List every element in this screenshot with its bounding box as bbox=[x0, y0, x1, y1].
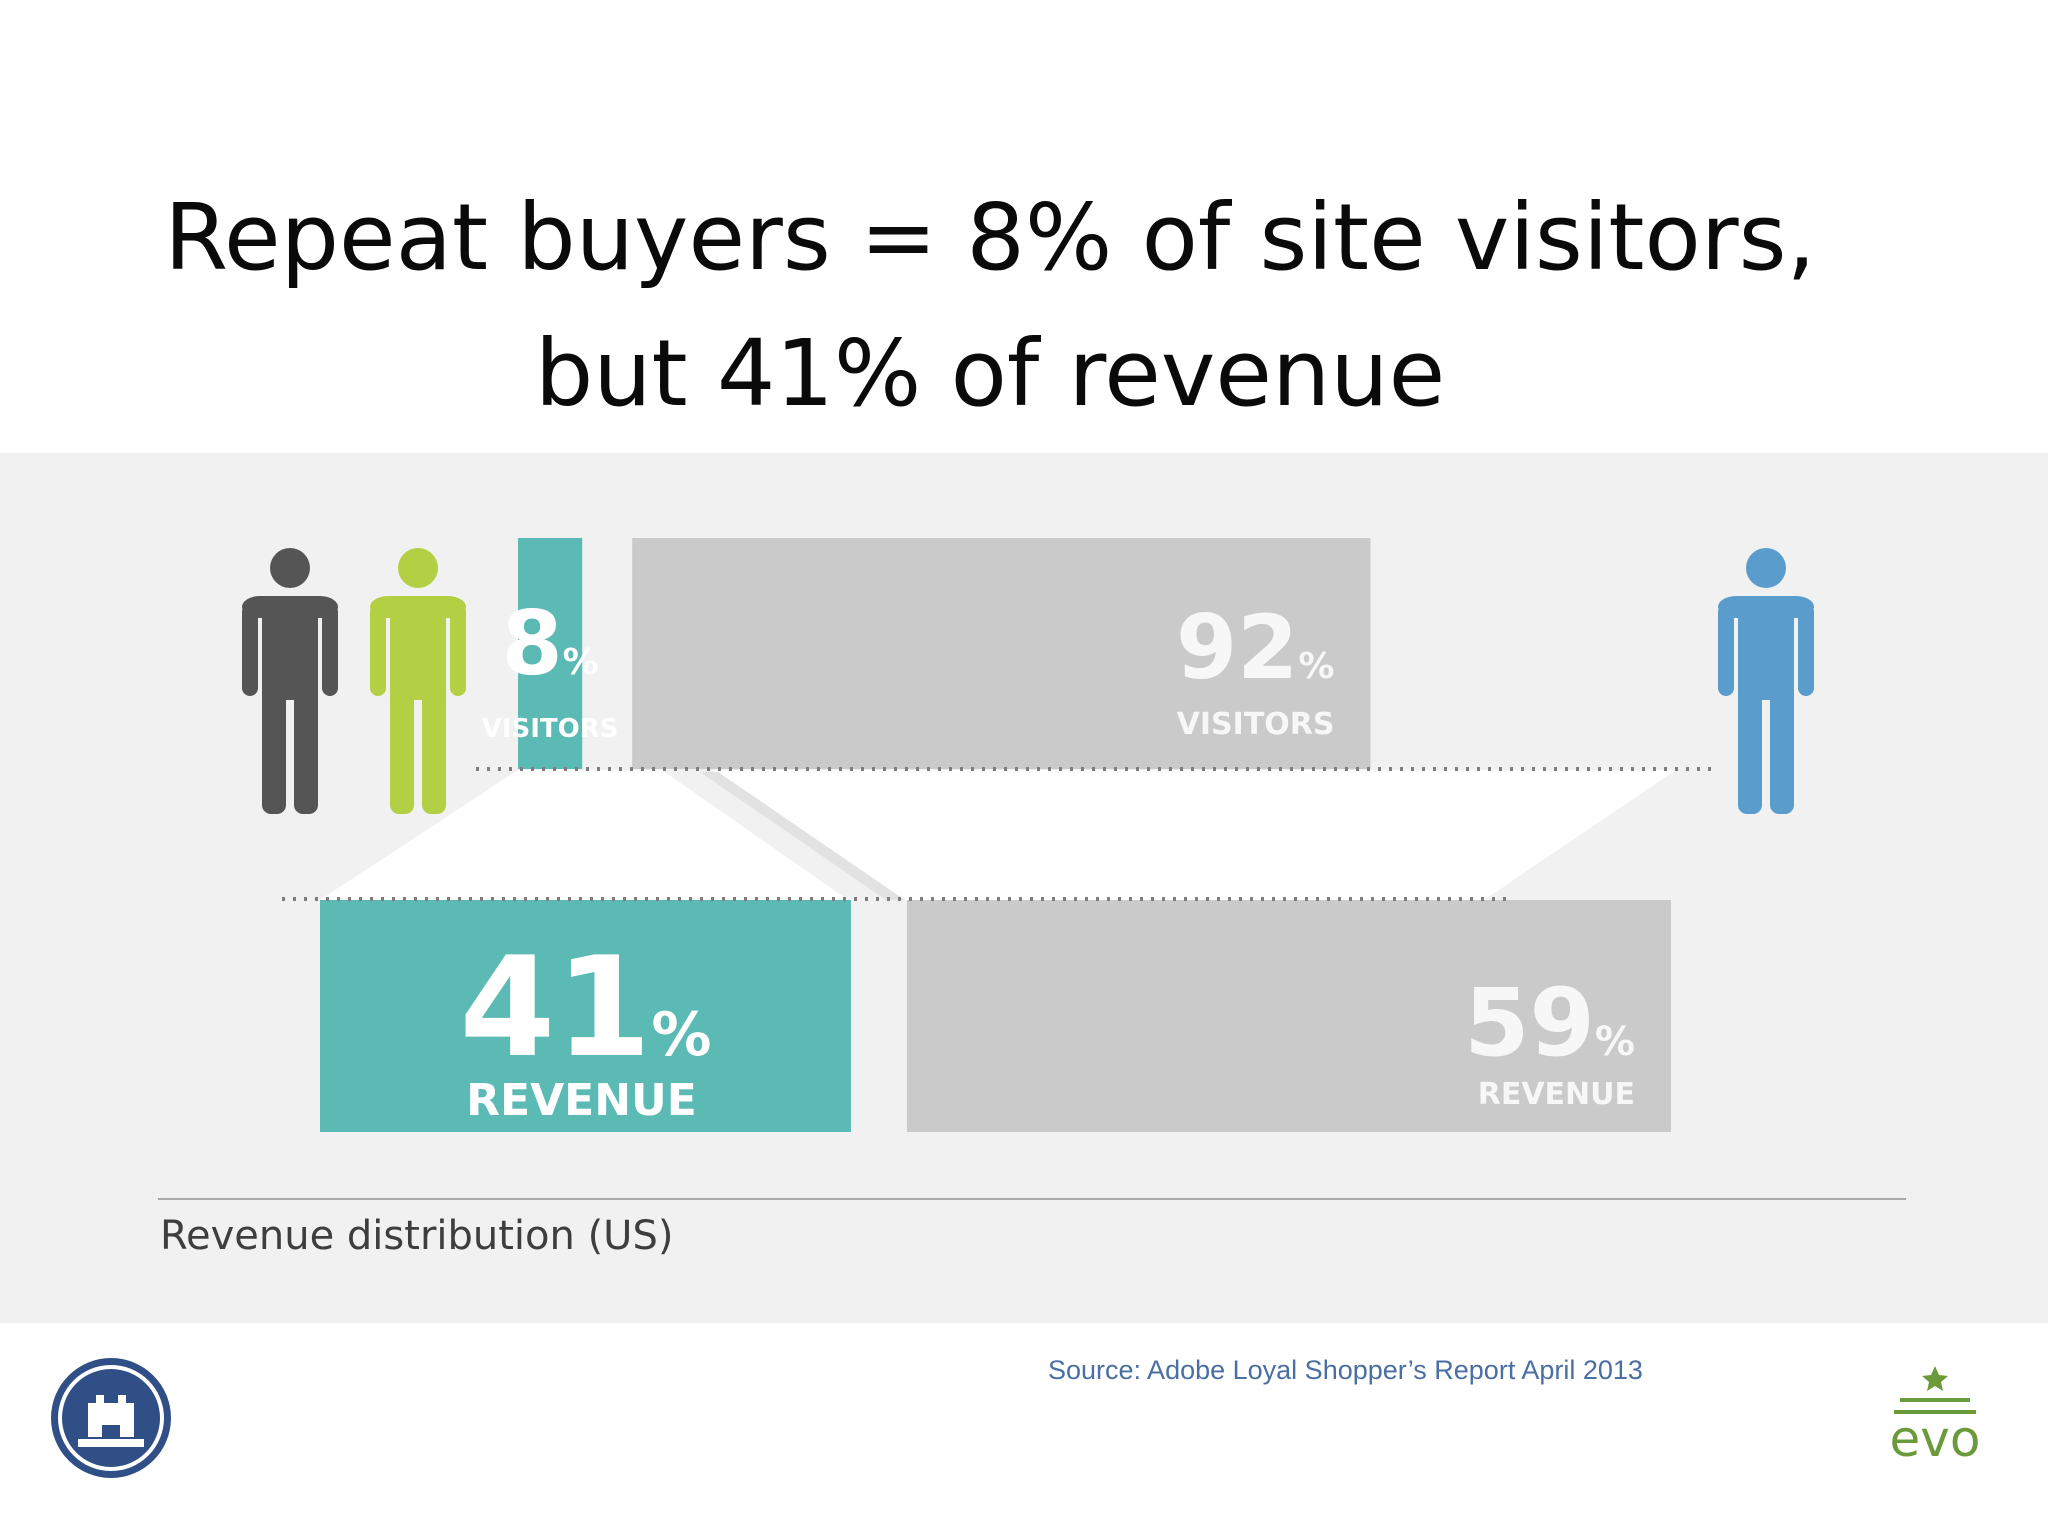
value-92: 92 bbox=[1176, 596, 1298, 699]
connector-repeat bbox=[320, 770, 848, 900]
metric-repeat-visitors: VISITORS bbox=[482, 714, 619, 744]
connector-shadow bbox=[700, 772, 905, 900]
source-citation: Source: Adobe Loyal Shopper’s Report Apr… bbox=[1048, 1355, 1643, 1385]
percent-sign: % bbox=[1298, 646, 1334, 687]
connector-other bbox=[712, 770, 1676, 900]
evo-logo: evo bbox=[1890, 1366, 1981, 1464]
percent-sign: % bbox=[651, 1000, 711, 1070]
star-icon bbox=[1922, 1366, 1948, 1391]
bar-repeat-revenue bbox=[320, 900, 851, 1132]
label-other-revenue: 59% bbox=[1464, 969, 1635, 1078]
bar-other-revenue bbox=[906, 900, 1671, 1132]
label-other-visitors: 92% bbox=[1176, 596, 1335, 699]
castle-logo-icon bbox=[51, 1358, 171, 1478]
evo-wordmark: evo bbox=[1890, 1410, 1981, 1464]
percent-sign: % bbox=[1595, 1019, 1635, 1065]
metric-repeat-revenue: REVENUE bbox=[466, 1075, 697, 1126]
title-line-2: but 41% of revenue bbox=[534, 320, 1446, 427]
chart-caption: Revenue distribution (US) bbox=[160, 1213, 674, 1259]
title-line-1: Repeat buyers = 8% of site visitors, bbox=[164, 184, 1816, 291]
value-59: 59 bbox=[1464, 969, 1595, 1078]
metric-other-visitors: VISITORS bbox=[1177, 707, 1335, 742]
value-41: 41 bbox=[459, 927, 651, 1088]
person-icon-gray bbox=[242, 548, 338, 814]
label-repeat-revenue: 41% bbox=[459, 927, 711, 1088]
value-8: 8 bbox=[501, 592, 562, 695]
percent-sign: % bbox=[563, 642, 599, 683]
slide-title: Repeat buyers = 8% of site visitors, but… bbox=[0, 170, 1980, 442]
bar-repeat-visitors bbox=[518, 538, 583, 769]
person-icon-blue bbox=[1718, 548, 1814, 814]
person-icon-green bbox=[370, 548, 466, 814]
metric-other-revenue: REVENUE bbox=[1478, 1077, 1635, 1112]
label-repeat-visitors: 8% bbox=[501, 592, 598, 695]
bar-other-visitors bbox=[632, 538, 1371, 769]
